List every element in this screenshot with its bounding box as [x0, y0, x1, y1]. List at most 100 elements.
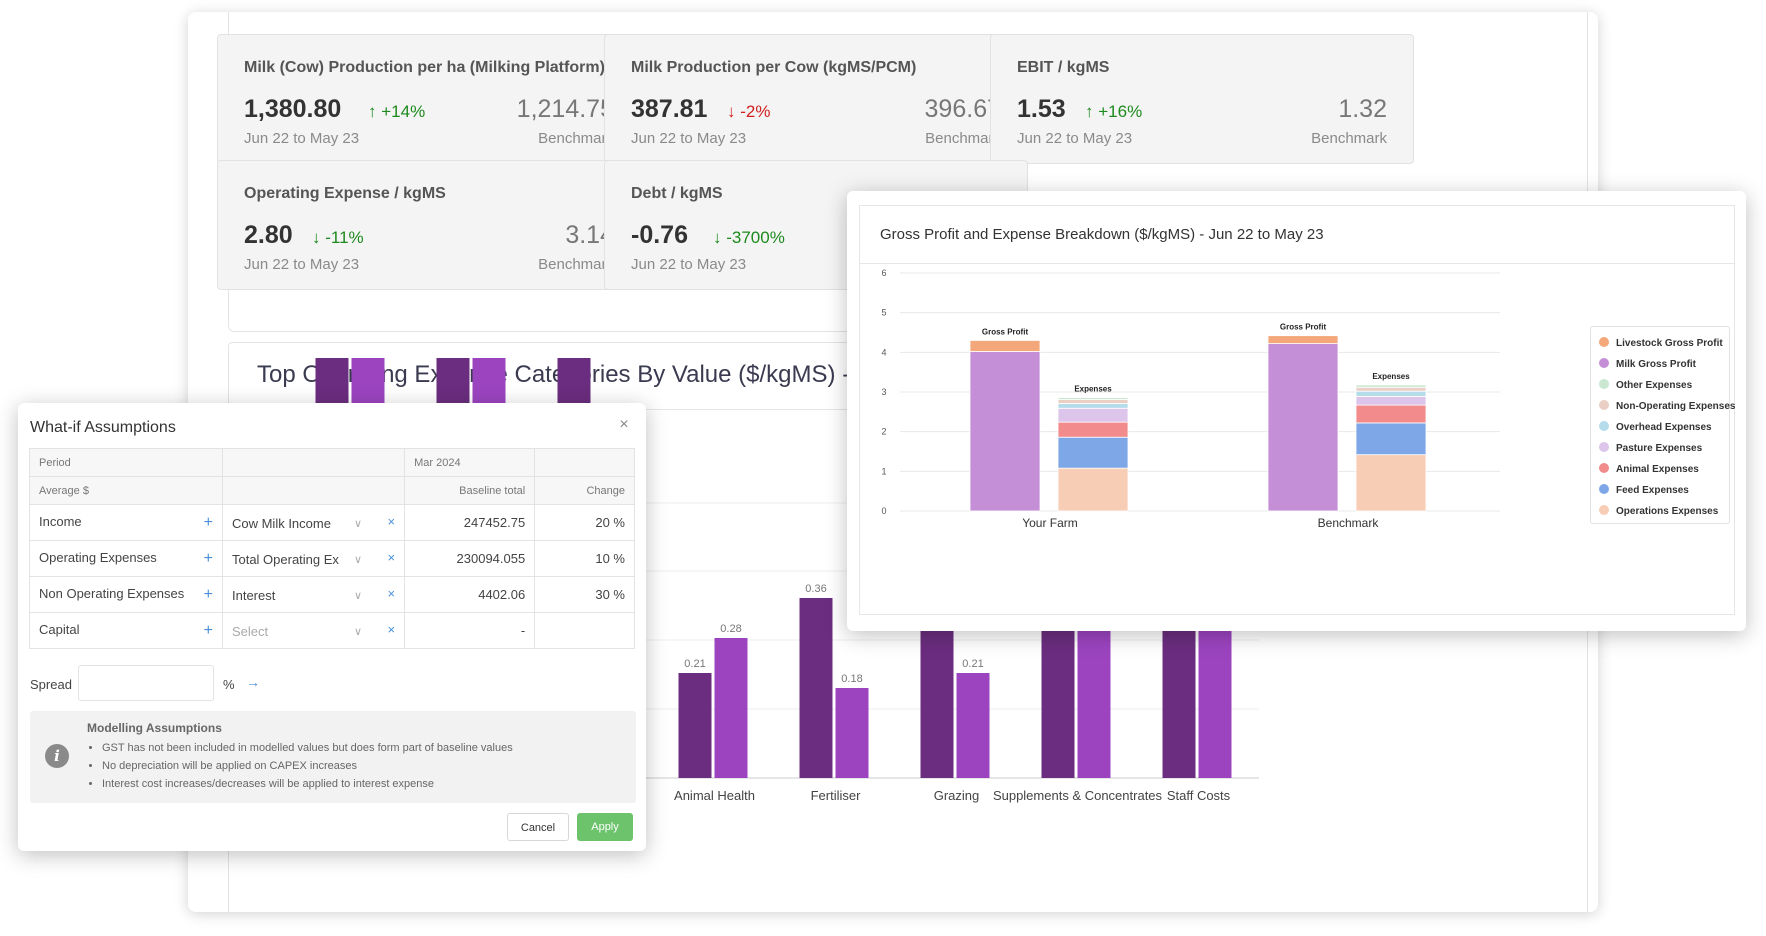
kpi-title: Debt / kgMS	[631, 185, 723, 202]
x-tick-label: Fertiliser	[811, 788, 862, 803]
select-value: Total Operating Ex	[231, 551, 339, 567]
expenses-bar-segment	[1057, 436, 1129, 469]
kpi-title: Milk Production per Cow (kgMS/PCM)	[631, 59, 917, 76]
chevron-down-icon: ∨	[353, 517, 363, 530]
x-tick-label: Benchmark	[1318, 516, 1380, 530]
chevron-down-icon: ∨	[353, 589, 363, 602]
expenses-bar-segment	[1355, 386, 1427, 392]
y-tick-label: 4	[881, 347, 886, 357]
legend-label: Animal Expenses	[1616, 464, 1699, 475]
kpi-benchmark-value: 1,214.75	[516, 95, 614, 123]
expenses-bar-segment	[1057, 467, 1129, 512]
legend-item[interactable]: Overhead Expenses	[1599, 417, 1729, 438]
legend-label: Non-Operating Expenses	[1616, 401, 1736, 412]
expenses-bar-segment	[1355, 390, 1427, 397]
expenses-bar-segment	[1355, 454, 1427, 512]
expenses-bar-segment	[1355, 395, 1427, 406]
row-label: Non Operating Expenses	[39, 585, 185, 601]
kpi-period: Jun 22 to May 23	[631, 256, 747, 273]
x-tick-label: Grazing	[934, 788, 980, 803]
kpi-change: ↑ +16%	[1085, 102, 1142, 122]
kpi-change-value: +14%	[381, 102, 426, 121]
legend-dot-icon	[1599, 484, 1609, 494]
add-icon[interactable]: +	[203, 513, 213, 531]
x-tick-label: Staff Costs	[1167, 788, 1231, 803]
category-select[interactable]: Interest ∨ ×	[221, 576, 406, 613]
legend-item[interactable]: Non-Operating Expenses	[1599, 396, 1735, 417]
legend-item[interactable]: Pasture Expenses	[1599, 438, 1729, 459]
apply-button[interactable]: Apply	[577, 813, 633, 841]
legend-item[interactable]: Milk Gross Profit	[1599, 354, 1729, 375]
legend-item[interactable]: Other Expenses	[1599, 375, 1729, 396]
data-label: 0.21	[684, 658, 705, 670]
baseline-value: 230094.055	[404, 540, 536, 577]
category-select[interactable]: Total Operating Ex ∨ ×	[221, 540, 406, 577]
legend-label: Livestock Gross Profit	[1616, 338, 1723, 349]
month-header: Mar 2024	[404, 448, 536, 477]
remove-icon[interactable]: ×	[387, 550, 396, 566]
arrow-up-icon: ↑	[1085, 102, 1099, 121]
kpi-value: 1,380.80	[244, 95, 342, 123]
data-label: 0.28	[720, 623, 741, 635]
expense-bar	[835, 688, 869, 778]
expenses-bar-segment	[1057, 407, 1129, 423]
assumptions-list: GST has not been included in modelled va…	[102, 739, 513, 793]
table-row: Income + Cow Milk Income ∨ × 247452.75 20 %	[29, 504, 635, 541]
expenses-bar-segment	[1355, 404, 1427, 424]
remove-icon[interactable]: ×	[387, 514, 396, 530]
remove-icon[interactable]: ×	[387, 622, 396, 638]
kpi-benchmark-label: Benchmark	[538, 130, 614, 147]
remove-icon[interactable]: ×	[387, 586, 396, 602]
expense-bar	[714, 638, 748, 778]
cancel-button[interactable]: Cancel	[507, 813, 569, 841]
list-item: Interest cost increases/decreases will b…	[102, 775, 513, 793]
expenses-bar-segment	[1355, 422, 1427, 456]
change-input[interactable]	[534, 612, 635, 649]
table-header-row: Average $ Baseline total Change	[29, 476, 635, 505]
data-label: 0.36	[805, 583, 826, 595]
list-item: No depreciation will be applied on CAPEX…	[102, 757, 513, 775]
x-tick-label: Animal Health	[674, 788, 755, 803]
arrow-up-icon: ↑	[368, 102, 382, 121]
select-value: Cow Milk Income	[231, 515, 331, 531]
change-header: Change	[534, 476, 635, 505]
close-icon[interactable]: ×	[619, 416, 629, 433]
arrow-right-icon[interactable]: →	[246, 674, 260, 690]
kpi-benchmark-label: Benchmark	[1311, 130, 1387, 147]
legend-dot-icon	[1599, 379, 1609, 389]
y-tick-label: 1	[881, 466, 886, 476]
chart-legend: Livestock Gross Profit Milk Gross Profit O…	[1590, 326, 1735, 524]
spread-input[interactable]	[78, 665, 214, 701]
arrow-down-icon: ↓	[713, 228, 727, 247]
kpi-title: EBIT / kgMS	[1017, 59, 1110, 76]
kpi-value: 1.53	[1017, 95, 1066, 123]
change-input[interactable]: 10 %	[534, 540, 635, 577]
legend-label: Feed Expenses	[1616, 485, 1689, 496]
average-header: Average $	[29, 476, 223, 505]
category-select[interactable]: Select ∨ ×	[221, 612, 406, 649]
table-row: Non Operating Expenses + Interest ∨ × 4402.06…	[29, 576, 635, 613]
data-label: 0.18	[841, 673, 862, 685]
category-select[interactable]: Cow Milk Income ∨ ×	[221, 504, 406, 541]
change-input[interactable]: 20 %	[534, 504, 635, 541]
select-value: Select	[231, 623, 269, 639]
change-input[interactable]: 30 %	[534, 576, 635, 613]
bar-label: Gross Profit	[982, 327, 1029, 336]
expenses-bar-segment	[1057, 399, 1129, 404]
kpi-period: Jun 22 to May 23	[1017, 130, 1133, 147]
legend-item[interactable]: Animal Expenses	[1599, 459, 1729, 480]
add-icon[interactable]: +	[203, 621, 213, 639]
expenses-bar-segment	[1057, 403, 1129, 409]
legend-dot-icon	[1599, 463, 1609, 473]
kpi-benchmark-label: Benchmark	[538, 256, 614, 273]
kpi-change-value: -11%	[325, 228, 364, 247]
legend-dot-icon	[1599, 421, 1609, 431]
expenses-bar-segment	[1057, 397, 1129, 400]
kpi-title: Milk (Cow) Production per ha (Milking Pl…	[244, 59, 605, 76]
legend-item[interactable]: Livestock Gross Profit	[1599, 333, 1729, 354]
add-icon[interactable]: +	[203, 585, 213, 603]
legend-item[interactable]: Operations Expenses	[1599, 501, 1729, 522]
add-icon[interactable]: +	[203, 549, 213, 567]
legend-item[interactable]: Feed Expenses	[1599, 480, 1729, 501]
